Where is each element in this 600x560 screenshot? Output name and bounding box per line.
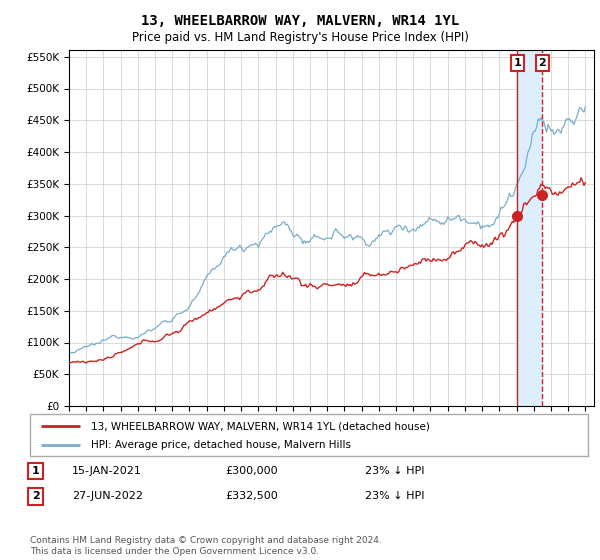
Text: 23% ↓ HPI: 23% ↓ HPI xyxy=(365,466,424,476)
Text: 1: 1 xyxy=(514,58,521,68)
Text: 2: 2 xyxy=(538,58,546,68)
FancyBboxPatch shape xyxy=(30,414,588,456)
Text: 27-JUN-2022: 27-JUN-2022 xyxy=(72,491,143,501)
Text: 2: 2 xyxy=(32,491,40,501)
Text: 1: 1 xyxy=(32,466,40,476)
Text: Price paid vs. HM Land Registry's House Price Index (HPI): Price paid vs. HM Land Registry's House … xyxy=(131,31,469,44)
Text: £332,500: £332,500 xyxy=(226,491,278,501)
Text: 13, WHEELBARROW WAY, MALVERN, WR14 1YL: 13, WHEELBARROW WAY, MALVERN, WR14 1YL xyxy=(141,14,459,28)
Text: 13, WHEELBARROW WAY, MALVERN, WR14 1YL (detached house): 13, WHEELBARROW WAY, MALVERN, WR14 1YL (… xyxy=(91,421,430,431)
Text: HPI: Average price, detached house, Malvern Hills: HPI: Average price, detached house, Malv… xyxy=(91,440,352,450)
Text: Contains HM Land Registry data © Crown copyright and database right 2024.
This d: Contains HM Land Registry data © Crown c… xyxy=(30,536,382,556)
Text: 15-JAN-2021: 15-JAN-2021 xyxy=(72,466,142,476)
Text: £300,000: £300,000 xyxy=(226,466,278,476)
Text: 23% ↓ HPI: 23% ↓ HPI xyxy=(365,491,424,501)
Bar xyxy=(517,50,542,406)
